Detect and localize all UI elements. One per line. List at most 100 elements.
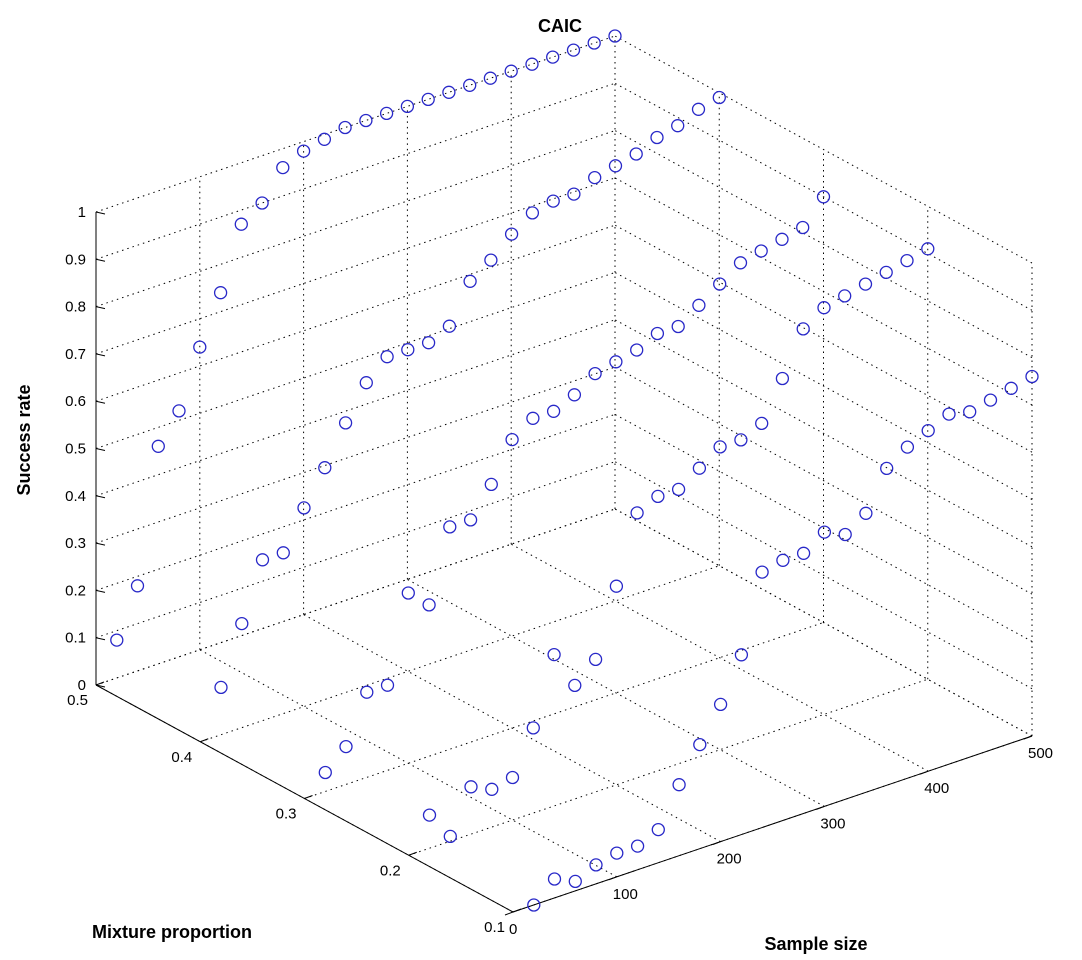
data-point bbox=[1004, 381, 1018, 395]
back-wall-grid-z bbox=[95, 224, 616, 402]
z-tick-mark bbox=[95, 542, 106, 546]
back-wall-grid-z bbox=[95, 366, 616, 544]
z-tick-mark bbox=[95, 211, 106, 215]
data-points bbox=[110, 29, 1039, 912]
x-axis-line bbox=[512, 735, 1033, 913]
data-point bbox=[650, 326, 665, 341]
back-wall-grid-z bbox=[95, 272, 616, 449]
x-tick-mark bbox=[504, 911, 514, 916]
y-tick-label: 0.1 bbox=[484, 919, 505, 936]
data-point bbox=[547, 647, 561, 662]
data-point bbox=[422, 598, 436, 612]
x-tick-label: 0 bbox=[509, 921, 517, 938]
data-point bbox=[566, 43, 581, 57]
x-tick-mark bbox=[712, 841, 721, 846]
data-point bbox=[213, 286, 228, 300]
data-point bbox=[775, 232, 789, 246]
floor-grid-x bbox=[303, 614, 721, 843]
back-wall-grid-z bbox=[95, 130, 616, 308]
data-point bbox=[463, 513, 478, 527]
data-point bbox=[505, 770, 520, 785]
data-point bbox=[963, 405, 977, 419]
data-point bbox=[318, 461, 332, 475]
data-point bbox=[526, 411, 540, 425]
back-wall-grid-z bbox=[95, 413, 616, 591]
data-point bbox=[234, 217, 248, 231]
y-tick-label: 0.3 bbox=[276, 806, 297, 823]
data-point bbox=[235, 616, 249, 631]
data-point bbox=[983, 393, 998, 407]
data-point bbox=[526, 721, 540, 735]
x-tick-mark bbox=[920, 770, 929, 775]
z-tick-mark bbox=[95, 306, 106, 310]
z-tick-label: 0.3 bbox=[65, 535, 86, 552]
data-point bbox=[504, 227, 519, 241]
data-point bbox=[693, 737, 707, 752]
z-tick-label: 0.7 bbox=[65, 346, 86, 363]
data-point bbox=[858, 277, 873, 291]
right-wall-grid-z bbox=[614, 319, 1033, 548]
data-point bbox=[921, 423, 935, 438]
floor-grid-y bbox=[408, 678, 928, 856]
floor-grid-y bbox=[200, 565, 720, 743]
data-point bbox=[734, 648, 749, 662]
z-tick-label: 0.1 bbox=[65, 630, 86, 647]
data-point bbox=[713, 697, 728, 712]
z-tick-label: 1 bbox=[78, 204, 86, 221]
data-point bbox=[817, 525, 832, 539]
x-tick-mark bbox=[1023, 735, 1033, 740]
data-point bbox=[838, 527, 852, 542]
data-point bbox=[338, 120, 352, 135]
data-point bbox=[296, 144, 311, 158]
data-point bbox=[568, 874, 582, 889]
y-tick-mark bbox=[95, 681, 105, 686]
data-point bbox=[816, 190, 831, 204]
back-wall-grid-z bbox=[95, 461, 616, 639]
data-point bbox=[483, 71, 498, 85]
data-point bbox=[734, 433, 748, 447]
data-point bbox=[1025, 369, 1039, 384]
data-point bbox=[443, 520, 457, 534]
data-point bbox=[442, 85, 456, 99]
z-axis-label: Success rate bbox=[14, 384, 34, 495]
data-point bbox=[130, 579, 145, 593]
floor-grid-x bbox=[199, 649, 618, 878]
z-tick-mark bbox=[95, 400, 106, 404]
data-point bbox=[546, 50, 560, 64]
data-point bbox=[942, 407, 956, 421]
data-point bbox=[610, 846, 624, 860]
data-point bbox=[671, 119, 685, 133]
data-point bbox=[630, 343, 644, 357]
y-axis-label: Mixture proportion bbox=[92, 922, 252, 942]
data-point bbox=[276, 546, 290, 560]
right-wall-grid-z bbox=[614, 461, 1033, 690]
axis-layer bbox=[95, 211, 1033, 916]
y-tick-label: 0.4 bbox=[171, 749, 192, 766]
data-point bbox=[276, 160, 290, 175]
data-point bbox=[255, 196, 269, 210]
z-tick-mark bbox=[95, 637, 106, 641]
right-wall-grid-z bbox=[614, 413, 1033, 642]
data-point bbox=[443, 829, 457, 844]
data-point bbox=[318, 765, 332, 780]
chart-title: CAIC bbox=[538, 16, 582, 36]
data-point bbox=[755, 565, 769, 579]
data-point bbox=[484, 477, 498, 492]
z-tick-label: 0.4 bbox=[65, 488, 86, 505]
z-tick-label: 0.8 bbox=[65, 299, 86, 316]
data-point bbox=[525, 57, 539, 71]
grid-layer bbox=[95, 35, 1033, 913]
z-tick-label: 0.9 bbox=[65, 251, 86, 268]
data-point bbox=[796, 322, 810, 336]
data-point bbox=[713, 440, 727, 454]
back-wall-grid-z bbox=[95, 82, 616, 260]
floor-grid-x bbox=[510, 543, 929, 772]
data-point bbox=[796, 546, 811, 560]
data-point bbox=[671, 482, 686, 497]
z-tick-mark bbox=[95, 495, 106, 499]
data-point bbox=[630, 839, 645, 853]
data-point bbox=[754, 244, 768, 258]
z-tick-label: 0.5 bbox=[65, 441, 86, 458]
x-tick-label: 300 bbox=[820, 815, 845, 832]
data-point bbox=[817, 301, 831, 315]
